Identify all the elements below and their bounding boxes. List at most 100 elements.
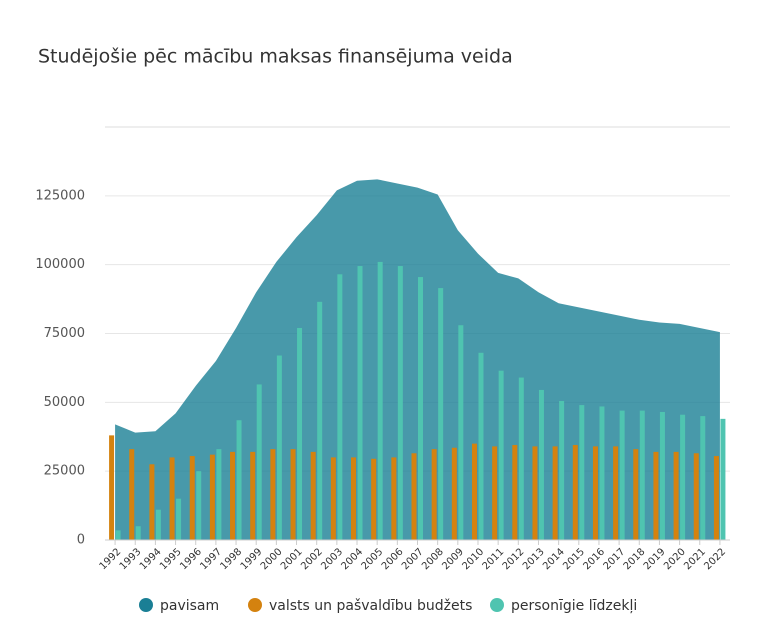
bar xyxy=(498,370,504,540)
x-tick-label: 1993 xyxy=(118,546,144,572)
x-tick-label: 2002 xyxy=(299,546,325,572)
bar xyxy=(290,449,296,540)
x-tick-label: 2001 xyxy=(279,546,305,572)
x-tick-label: 2022 xyxy=(702,546,728,572)
bar xyxy=(169,457,175,540)
bar xyxy=(418,277,423,540)
bar xyxy=(713,456,719,540)
bar xyxy=(492,446,498,540)
x-tick-label: 2020 xyxy=(662,546,688,572)
bar xyxy=(559,400,565,540)
bar xyxy=(149,464,155,540)
bar xyxy=(411,453,417,540)
bar xyxy=(680,414,686,540)
bar xyxy=(115,530,121,540)
bar xyxy=(337,274,343,540)
bar xyxy=(720,418,726,540)
bar xyxy=(209,454,215,540)
bar xyxy=(397,266,403,540)
bar xyxy=(659,411,665,540)
bar xyxy=(377,261,383,540)
x-tick-label: 2017 xyxy=(602,546,628,572)
x-tick-label: 2021 xyxy=(682,546,708,572)
bar xyxy=(572,445,578,540)
bar xyxy=(109,435,115,540)
bar xyxy=(478,352,484,540)
x-tick-label: 2012 xyxy=(501,546,527,572)
bar xyxy=(552,446,558,540)
bar xyxy=(579,405,585,540)
bar xyxy=(538,389,544,540)
bar xyxy=(451,447,457,540)
y-tick-label: 0 xyxy=(77,533,85,548)
bar xyxy=(276,355,282,540)
bar xyxy=(693,453,699,540)
bar xyxy=(512,445,518,540)
bar xyxy=(613,446,619,540)
bar xyxy=(330,457,336,540)
bar xyxy=(297,327,303,540)
x-tick-label: 2008 xyxy=(420,546,446,572)
bar xyxy=(129,449,135,540)
bar xyxy=(532,446,538,540)
x-tick-label: 1997 xyxy=(198,546,224,572)
bar xyxy=(216,449,222,540)
bar xyxy=(653,451,659,540)
bar xyxy=(633,449,639,540)
bar xyxy=(230,451,236,540)
x-tick-label: 2007 xyxy=(400,546,426,572)
bar xyxy=(518,377,524,540)
x-tick-label: 2003 xyxy=(319,546,345,572)
bar xyxy=(599,406,605,540)
bar xyxy=(317,301,323,540)
x-tick-label: 2011 xyxy=(481,546,507,572)
bar xyxy=(471,443,477,540)
y-tick-label: 25000 xyxy=(44,464,85,479)
legend-label: valsts un pašvaldību budžets xyxy=(269,598,472,614)
x-tick-label: 1992 xyxy=(98,546,124,572)
legend-label: personīgie līdzekļi xyxy=(511,598,637,614)
bar xyxy=(619,410,625,540)
bar xyxy=(155,509,161,540)
legend-marker xyxy=(139,598,153,612)
bar xyxy=(592,446,598,540)
x-tick-label: 1994 xyxy=(138,546,164,572)
bar xyxy=(639,410,645,540)
bar xyxy=(351,457,357,540)
x-tick-label: 1995 xyxy=(158,546,184,572)
bar xyxy=(135,526,141,540)
y-tick-label: 125000 xyxy=(35,188,85,203)
x-tick-label: 2014 xyxy=(541,546,567,572)
bar xyxy=(431,449,437,540)
x-tick-label: 2009 xyxy=(440,546,466,572)
legend-marker xyxy=(490,598,504,612)
bar xyxy=(438,288,444,540)
y-tick-label: 50000 xyxy=(44,395,85,410)
chart-title: Studējošie pēc mācību maksas finansējuma… xyxy=(38,46,513,68)
bar xyxy=(700,416,706,540)
bar xyxy=(357,266,363,540)
area xyxy=(115,179,720,540)
x-tick-label: 2016 xyxy=(581,546,607,572)
bar xyxy=(189,456,195,540)
bar xyxy=(270,449,276,540)
x-tick-label: 1996 xyxy=(178,546,204,572)
x-tick-label: 2019 xyxy=(642,546,668,572)
x-tick-label: 2010 xyxy=(460,546,486,572)
legend-marker xyxy=(248,598,262,612)
x-tick-label: 2004 xyxy=(339,546,365,572)
x-tick-label: 1999 xyxy=(239,546,265,572)
bar xyxy=(310,451,316,540)
x-tick-label: 2013 xyxy=(521,546,547,572)
bar xyxy=(391,457,397,540)
x-tick-label: 2018 xyxy=(622,546,648,572)
bar xyxy=(673,451,679,540)
x-tick-label: 2006 xyxy=(380,546,406,572)
x-tick-label: 2000 xyxy=(259,546,285,572)
x-tick-label: 2005 xyxy=(360,546,386,572)
x-tick-label: 1998 xyxy=(219,546,245,572)
bar xyxy=(371,458,377,540)
y-tick-label: 100000 xyxy=(35,257,85,272)
legend-label: pavisam xyxy=(160,598,219,614)
